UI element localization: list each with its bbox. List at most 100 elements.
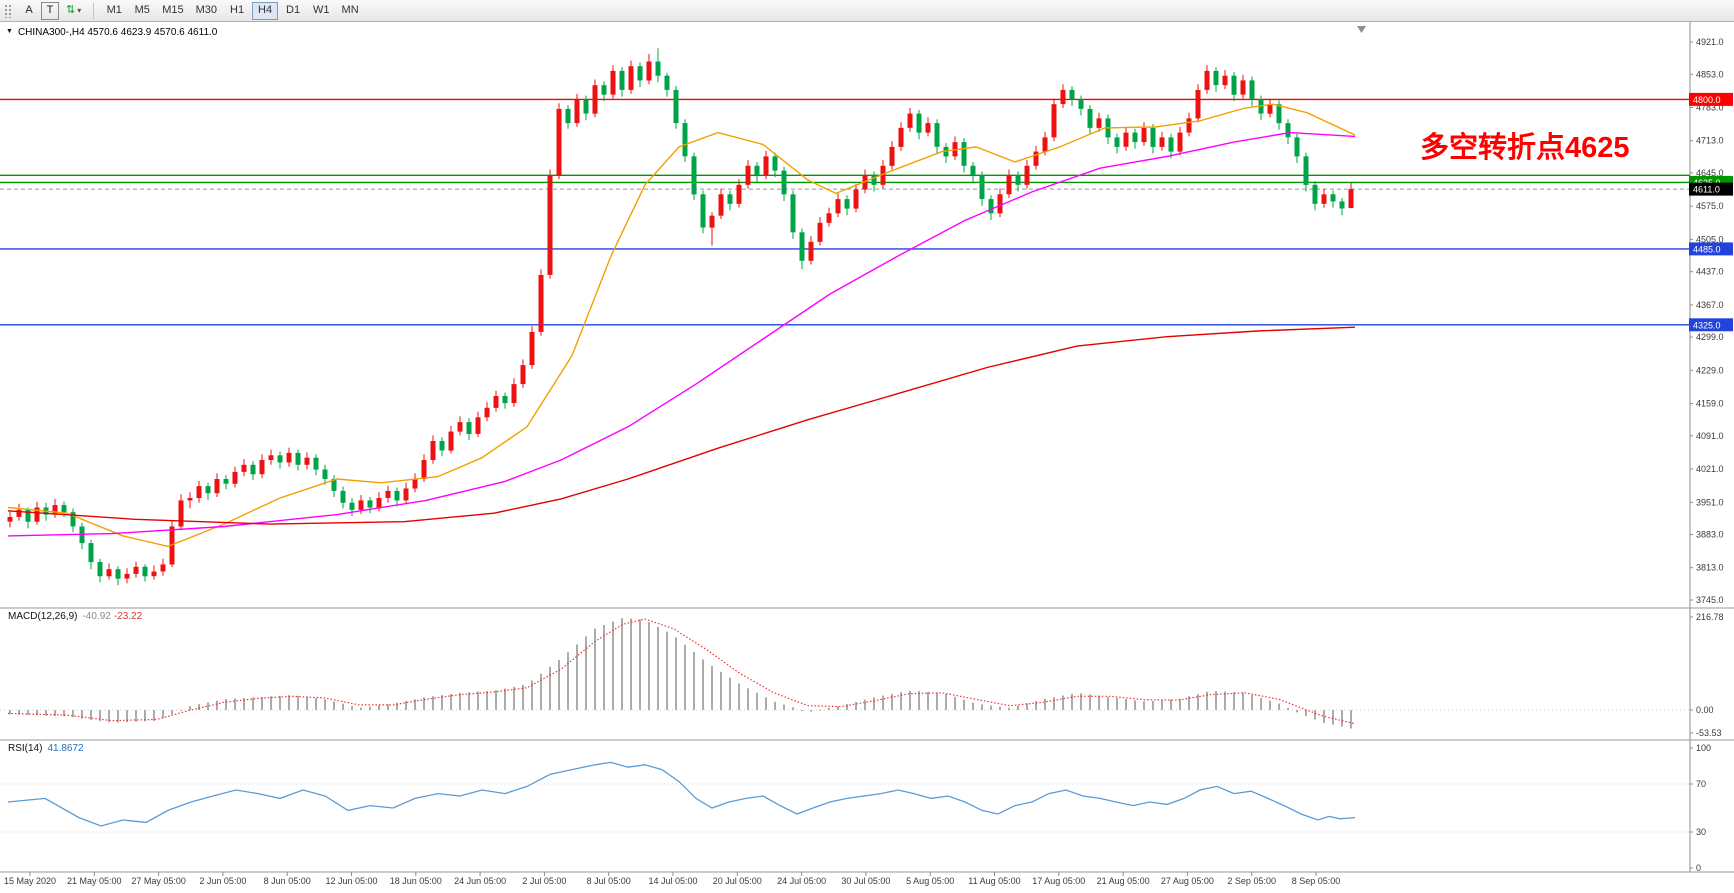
time-axis-label: 12 Jun 05:00: [325, 876, 377, 886]
price-tag: [1689, 318, 1733, 332]
price-axis-label: 3813.0: [1696, 563, 1724, 573]
time-axis-label: 20 Jul 05:00: [713, 876, 762, 886]
toolbar-separator: [93, 2, 95, 19]
time-axis-label: 2 Jul 05:00: [522, 876, 566, 886]
price-tag: [1689, 182, 1733, 196]
timeframe-group: M1 M5 M15 M30 H1 H4 D1 W1 MN: [100, 1, 364, 20]
up-down-arrows-icon: ⇅: [66, 4, 76, 16]
price-axis-label: 4713.0: [1696, 136, 1724, 146]
price-axis-label: 4575.0: [1696, 201, 1724, 211]
time-axis-label: 24 Jul 05:00: [777, 876, 826, 886]
ma-slow-red: [7, 326, 1356, 525]
panel-frame: [0, 22, 1734, 873]
rsi-axis-label: 30: [1696, 827, 1706, 837]
timeframe-button-m15[interactable]: M15: [157, 2, 188, 20]
price-tag-label: 4325.0: [1693, 320, 1721, 330]
price-axis-label: 3883.0: [1696, 530, 1724, 540]
price-axis-label: 4159.0: [1696, 399, 1724, 409]
rsi-axis-label: 100: [1696, 743, 1711, 753]
dropdown-caret-icon: ▾: [77, 6, 82, 15]
time-axis-label: 18 Jun 05:00: [390, 876, 442, 886]
moving-averages: [7, 26, 1366, 548]
toolbar-grip-handle[interactable]: [4, 3, 12, 18]
time-axis-label: 8 Jun 05:00: [264, 876, 311, 886]
chart-shift-marker-icon: [1357, 26, 1366, 33]
symbol-ohlc-text: CHINA300-,H4 4570.6 4623.9 4570.6 4611.0: [17, 27, 218, 38]
rsi-axis-label: 70: [1696, 779, 1706, 789]
time-axis-label: 8 Jul 05:00: [587, 876, 631, 886]
rsi-panel: 100 70 30 0: [0, 743, 1711, 873]
price-axis-label: 4645.0: [1696, 168, 1724, 178]
price-tag-label: 4485.0: [1693, 244, 1721, 254]
text-tool-button[interactable]: T: [41, 1, 59, 20]
price-axis-label: 3951.0: [1696, 497, 1724, 507]
price-tag-label: 4800.0: [1693, 95, 1721, 105]
timeframe-button-m1[interactable]: M1: [101, 2, 127, 20]
price-axis-label: 3745.0: [1696, 595, 1724, 605]
time-axis-label: 14 Jul 05:00: [648, 876, 697, 886]
turning-point-annotation[interactable]: 多空转折点4625: [1420, 132, 1630, 164]
macd-axis-label: -53.53: [1696, 728, 1722, 738]
price-axis-label: 4021.0: [1696, 464, 1724, 474]
time-axis-label: 27 May 05:00: [131, 876, 186, 886]
macd-signal-value: -23.22: [113, 611, 143, 622]
candles: [7, 48, 1354, 586]
rsi-value: 41.8672: [47, 743, 84, 754]
collapse-triangle-icon[interactable]: ▼: [6, 28, 13, 35]
rsi-axis-label: 0: [1696, 863, 1701, 873]
timeframe-button-h4[interactable]: H4: [252, 1, 279, 20]
time-axis-label: 24 Jun 05:00: [454, 876, 506, 886]
price-axis-label: 4229.0: [1696, 365, 1724, 375]
price-axis-label: 4921.0: [1696, 37, 1724, 47]
time-axis-label: 21 Aug 05:00: [1097, 876, 1150, 886]
time-axis-label: 2 Jun 05:00: [199, 876, 246, 886]
rsi-line: [7, 761, 1356, 827]
timeframe-button-h1[interactable]: H1: [224, 2, 250, 20]
time-axis-label: 15 May 2020: [4, 876, 56, 886]
macd-panel: 216.78 0.00 -53.53: [0, 612, 1724, 738]
macd-name: MACD(12,26,9): [8, 611, 78, 622]
time-axis: 15 May 2020 21 May 05:00 27 May 05:00 2 Jun…: [4, 872, 1340, 886]
cursor-mode-button[interactable]: ⇅ ▾: [61, 2, 86, 20]
time-axis-label: 27 Aug 05:00: [1161, 876, 1214, 886]
timeframe-button-m5[interactable]: M5: [129, 2, 155, 20]
ma-mid-magenta: [7, 131, 1356, 537]
price-tag: [1689, 242, 1733, 256]
rsi-name: RSI(14): [8, 743, 43, 754]
ma-fast-orange: [7, 103, 1356, 548]
chart-title: ▼ CHINA300-,H4 4570.6 4623.9 4570.6 4611.…: [6, 27, 217, 38]
toolbar: A T ⇅ ▾ M1 M5 M15 M30 H1 H4 D1 W1 MN: [0, 0, 1734, 22]
price-tag-label: 4611.0: [1693, 185, 1720, 195]
price-axis: 4921.0 4853.0 4783.0 4713.0 4645.0 4575.0 4505…: [1690, 37, 1724, 605]
macd-axis-label: 216.78: [1696, 612, 1724, 622]
price-axis-label: 4091.0: [1696, 431, 1724, 441]
price-axis-label: 4437.0: [1696, 267, 1724, 277]
macd-axis-label: 0.00: [1696, 705, 1714, 715]
price-axis-label: 4505.0: [1696, 234, 1724, 244]
price-axis-label: 4367.0: [1696, 300, 1724, 310]
time-axis-label: 17 Aug 05:00: [1032, 876, 1085, 886]
price-lines: [0, 98, 1690, 326]
timeframe-button-m30[interactable]: M30: [191, 2, 222, 20]
time-axis-label: 30 Jul 05:00: [841, 876, 890, 886]
price-axis-label: 4299.0: [1696, 332, 1724, 342]
timeframe-button-w1[interactable]: W1: [308, 2, 335, 20]
time-axis-label: 5 Aug 05:00: [906, 876, 954, 886]
time-axis-label: 21 May 05:00: [67, 876, 122, 886]
price-axis-label: 4853.0: [1696, 69, 1724, 79]
macd-main-value: -40.92: [82, 611, 111, 622]
time-axis-label: 11 Aug 05:00: [968, 876, 1020, 886]
time-axis-label: 8 Sep 05:00: [1292, 876, 1341, 886]
rsi-indicator-label: RSI(14) 41.8672: [8, 743, 84, 754]
price-tag: [1689, 92, 1733, 106]
timeframe-button-mn[interactable]: MN: [337, 2, 364, 20]
price-axis-label: 4783.0: [1696, 103, 1724, 113]
annotation-tool-button[interactable]: A: [19, 2, 39, 20]
macd-signal-line: [7, 618, 1356, 725]
time-axis-label: 2 Sep 05:00: [1227, 876, 1276, 886]
timeframe-button-d1[interactable]: D1: [280, 2, 306, 20]
macd-indicator-label: MACD(12,26,9) -40.92 -23.22: [8, 611, 142, 622]
